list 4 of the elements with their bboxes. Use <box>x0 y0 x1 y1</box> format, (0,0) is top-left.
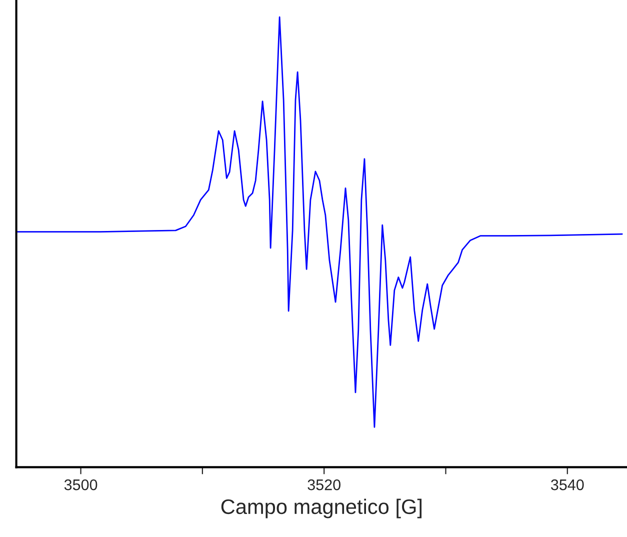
x-tick-label: 3520 <box>308 479 340 490</box>
x-tick-label: 3540 <box>550 479 584 490</box>
x-tick-label: 3500 <box>64 479 98 490</box>
x-axis-title: Campo magnetico [G] <box>221 498 422 518</box>
